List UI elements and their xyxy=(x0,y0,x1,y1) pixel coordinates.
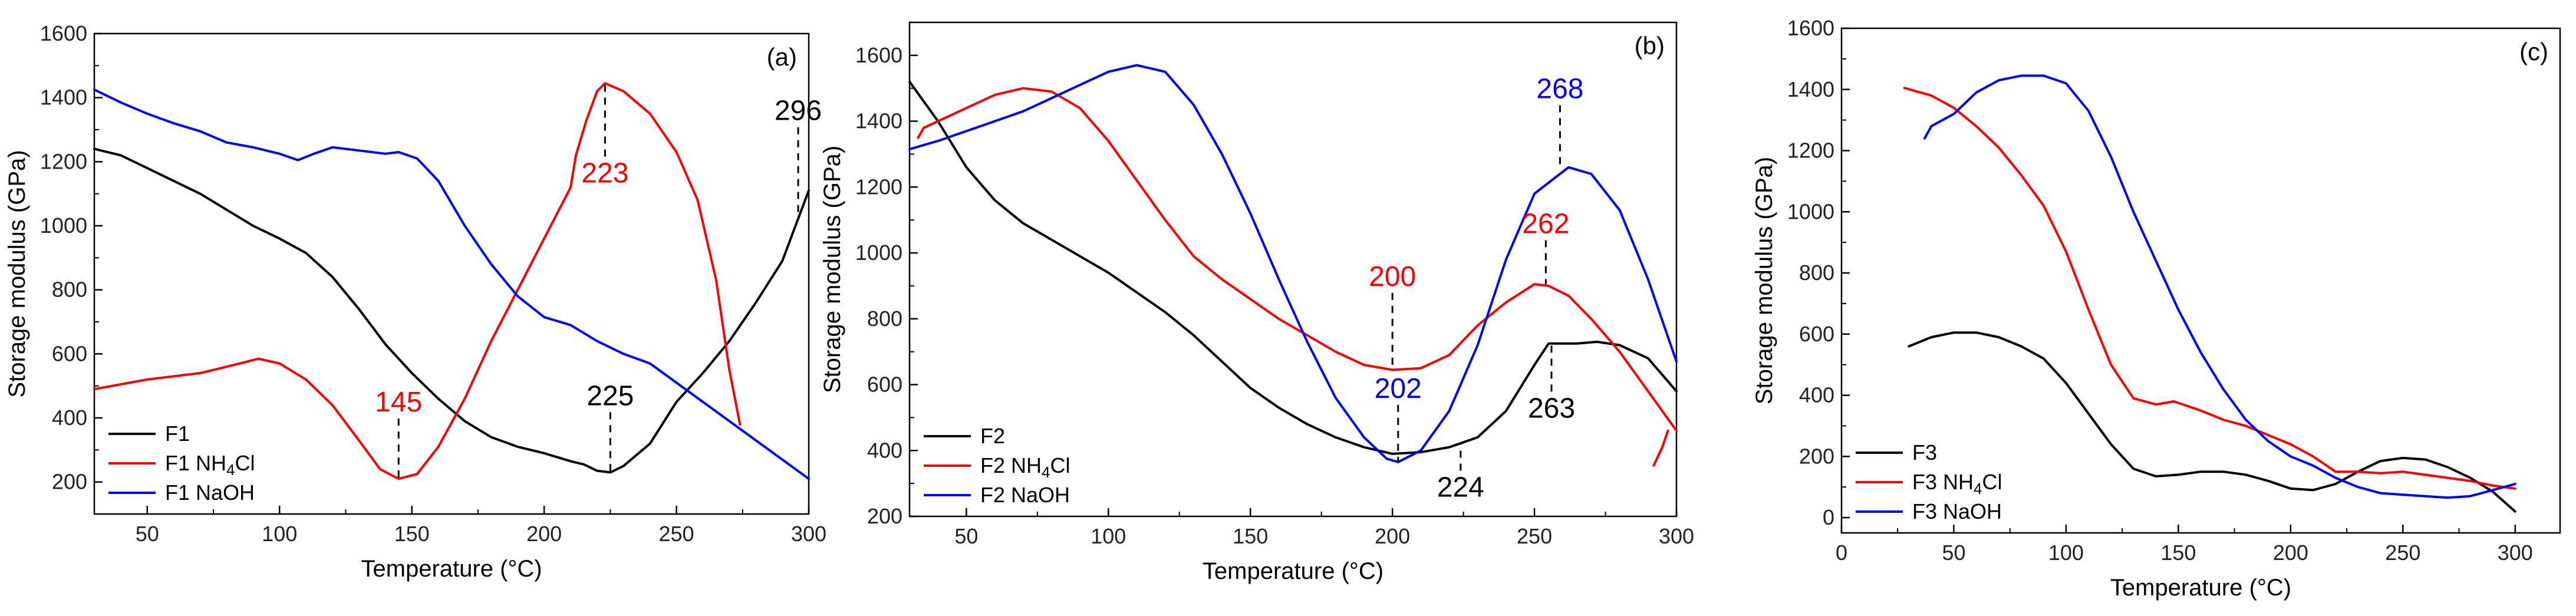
legend-label: F3 xyxy=(1912,440,1937,465)
x-tick-label: 200 xyxy=(2273,541,2308,565)
y-tick-label: 1200 xyxy=(855,174,902,199)
annotation-label: 262 xyxy=(1522,209,1569,240)
chart-panel-2: 50 100 150 200 250 300 200 400 600 800 1000 1200 140… xyxy=(819,21,1694,584)
series-line-3 xyxy=(908,64,1678,463)
y-axis-label: Storage modulus (GPa) xyxy=(1751,157,1777,404)
annotation-label: 223 xyxy=(581,158,628,189)
y-tick-label: 1400 xyxy=(1787,77,1834,101)
annotation-label: 202 xyxy=(1375,373,1422,404)
legend-label: F1 xyxy=(165,421,190,446)
x-tick-label: 250 xyxy=(659,522,694,546)
y-tick-label: 600 xyxy=(1799,322,1834,346)
y-tick-label: 600 xyxy=(867,373,902,397)
y-tick-label: 1200 xyxy=(40,149,87,173)
legend-label: F3 NH4Cl xyxy=(1912,470,2002,498)
panel-label: (c) xyxy=(2519,38,2548,65)
series-line-1 xyxy=(93,147,810,474)
y-tick-label: 800 xyxy=(867,307,902,331)
x-axis-label: Temperature (°C) xyxy=(1203,558,1383,584)
x-tick-label: 100 xyxy=(1091,524,1126,548)
y-tick-label: 1600 xyxy=(1787,16,1834,40)
series-line-1 xyxy=(1908,331,2516,513)
series-line-4 xyxy=(1652,429,1669,467)
x-tick-label: 200 xyxy=(1375,524,1410,548)
x-tick-label: 150 xyxy=(2160,541,2196,565)
x-tick-label: 250 xyxy=(2385,541,2420,565)
y-tick-label: 200 xyxy=(1799,444,1834,468)
annotation-label: 296 xyxy=(775,95,822,127)
series-line-3 xyxy=(93,88,810,480)
x-tick-label: 150 xyxy=(1233,524,1268,548)
y-tick-label: 1600 xyxy=(855,43,902,67)
y-tick-label: 400 xyxy=(52,406,87,430)
legend-label: F1 NaOH xyxy=(165,480,255,505)
x-axis-label: Temperature (°C) xyxy=(361,556,542,582)
legend-label: F1 NH4Cl xyxy=(165,451,255,479)
y-tick-label: 200 xyxy=(867,504,902,528)
y-axis-label: Storage modulus (GPa) xyxy=(4,150,30,397)
x-tick-label: 300 xyxy=(2498,541,2533,565)
x-tick-label: 300 xyxy=(791,522,826,546)
legend-label: F3 NaOH xyxy=(1912,499,2002,523)
legend-label: F2 xyxy=(980,424,1005,448)
annotation-label: 145 xyxy=(375,387,422,418)
x-tick-label: 50 xyxy=(136,522,159,546)
y-tick-label: 1000 xyxy=(855,241,902,265)
y-tick-label: 1600 xyxy=(40,21,87,45)
y-tick-label: 1400 xyxy=(855,109,902,133)
legend-label: F2 NaOH xyxy=(980,483,1070,507)
chart-panel-1: 50 100 150 200 250 300 200 400 600 800 1000 1200 140… xyxy=(4,21,826,582)
x-tick-label: 50 xyxy=(954,524,978,548)
y-tick-label: 1400 xyxy=(40,85,87,110)
y-tick-label: 400 xyxy=(1799,383,1834,407)
plot-frame xyxy=(908,21,1678,518)
plot-frame xyxy=(1840,27,2561,534)
y-tick-label: 800 xyxy=(1799,261,1834,285)
x-tick-label: 300 xyxy=(1659,524,1694,548)
x-tick-label: 200 xyxy=(526,522,562,546)
x-tick-label: 0 xyxy=(1836,541,1847,565)
legend-label: F2 NH4Cl xyxy=(980,453,1070,481)
x-tick-label: 50 xyxy=(1942,541,1965,565)
series-line-2 xyxy=(1903,87,2516,490)
series-line-2 xyxy=(93,82,742,480)
x-tick-label: 100 xyxy=(2048,541,2084,565)
panel-label: (a) xyxy=(767,43,797,71)
y-tick-label: 1200 xyxy=(1787,139,1834,163)
y-tick-label: 400 xyxy=(867,438,902,462)
panel-label: (b) xyxy=(1635,32,1665,60)
y-axis-label: Storage modulus (GPa) xyxy=(819,146,845,393)
annotation-label: 268 xyxy=(1536,73,1583,104)
x-tick-label: 250 xyxy=(1517,524,1552,548)
y-tick-label: 0 xyxy=(1823,505,1834,529)
annotation-label: 225 xyxy=(587,380,634,411)
y-tick-label: 800 xyxy=(52,278,87,302)
y-tick-label: 200 xyxy=(52,470,87,494)
y-tick-label: 1000 xyxy=(1787,199,1834,223)
chart-panel-3: 0 50 100 150 200 250 300 0 200 400 600 800 1000 1200 1… xyxy=(1751,16,2561,601)
annotation-label: 224 xyxy=(1437,472,1484,503)
x-tick-label: 150 xyxy=(394,522,430,546)
y-tick-label: 1000 xyxy=(40,213,87,238)
x-tick-label: 100 xyxy=(262,522,297,546)
series-line-3 xyxy=(1923,74,2516,499)
series-line-1 xyxy=(908,80,1678,455)
annotation-label: 200 xyxy=(1369,261,1416,292)
series-line-2 xyxy=(917,87,1678,432)
plot-frame xyxy=(93,32,810,515)
y-tick-label: 600 xyxy=(52,341,87,365)
x-axis-label: Temperature (°C) xyxy=(2110,575,2291,601)
annotation-label: 263 xyxy=(1528,393,1575,424)
